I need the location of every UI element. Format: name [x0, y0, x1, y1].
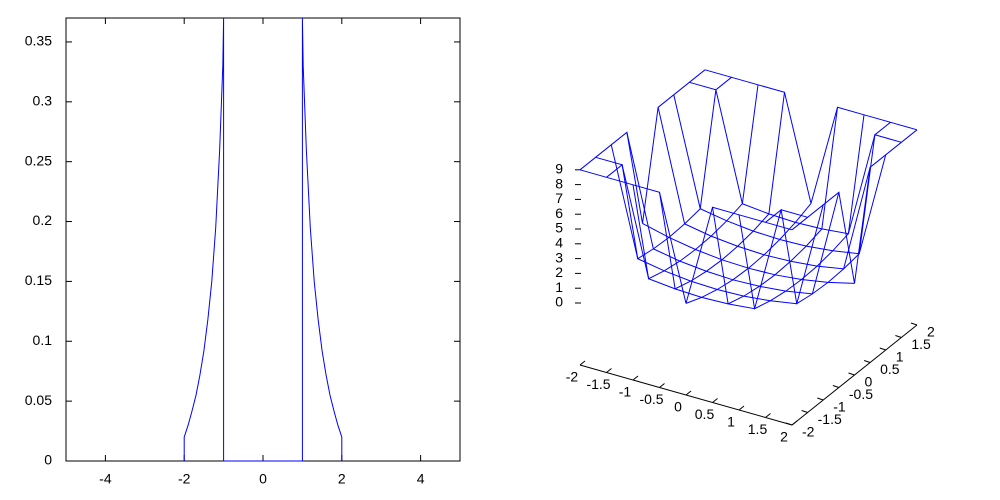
y-tick-label: -2 — [802, 424, 815, 440]
y-tick — [863, 360, 871, 363]
y-tick-label: -1 — [833, 399, 846, 415]
x-tick-label: -2 — [178, 471, 191, 487]
mesh-column — [712, 107, 838, 305]
y-tick-label: 0.3 — [33, 93, 53, 109]
x-tick-label: 1 — [727, 414, 735, 430]
x-tick — [659, 383, 665, 388]
y-tick-label: 0.35 — [25, 33, 52, 49]
y-tick-label: 0.1 — [33, 332, 53, 348]
mesh-column — [659, 92, 785, 290]
x-tick — [712, 398, 718, 403]
x-tick — [606, 368, 612, 373]
y-tick — [832, 385, 840, 388]
y-tick-label: 0.15 — [25, 272, 52, 288]
mesh-column — [738, 114, 865, 310]
z-tick-label: 0 — [555, 294, 563, 310]
y-tick-label: 0.2 — [33, 212, 53, 228]
z-tick-label: 4 — [555, 235, 563, 251]
z-tick-label: 8 — [555, 175, 563, 191]
x-tick-label: -2 — [566, 369, 579, 385]
y-tick — [848, 372, 855, 376]
mesh-column — [791, 129, 918, 284]
y-tick-label: -1.5 — [818, 411, 842, 427]
x-tick-label: 0 — [259, 471, 267, 487]
y-tick-label: 0.05 — [25, 392, 52, 408]
x-tick-label: 2 — [780, 429, 788, 445]
z-tick-label: 3 — [555, 249, 563, 265]
z-tick-label: 6 — [555, 205, 563, 221]
x-tick-label: -0.5 — [639, 391, 663, 407]
y-tick-label: 2 — [927, 324, 935, 340]
x-tick-label: 4 — [417, 471, 425, 487]
x-tick-label: 1.5 — [748, 421, 768, 437]
z-tick-label: 2 — [555, 264, 563, 280]
x-tick — [632, 375, 639, 381]
mesh-column — [579, 69, 706, 224]
x-tick — [765, 413, 771, 418]
mesh-row — [689, 81, 902, 235]
x-tick-label: -1.5 — [586, 376, 610, 392]
y-tick — [801, 410, 808, 413]
y-tick-label: -0.5 — [849, 386, 873, 402]
mesh-column — [685, 203, 812, 304]
mesh-row — [704, 69, 918, 204]
x-tick-label: -1 — [619, 384, 632, 400]
x-tick-label: -4 — [99, 471, 112, 487]
x-tick — [685, 390, 692, 396]
x-tick-label: 2 — [338, 471, 346, 487]
x-tick — [579, 360, 586, 366]
plot-frame — [65, 17, 461, 462]
mesh-column — [632, 84, 759, 280]
x-tick — [791, 420, 798, 426]
mesh-row — [595, 156, 808, 310]
y-tick-label: 1 — [896, 349, 904, 365]
x-tick-label: 0 — [674, 399, 682, 415]
y-tick — [879, 347, 886, 351]
y-tick-label: 0 — [44, 452, 52, 468]
y-tick-label: 0.25 — [25, 152, 52, 168]
y-tick-label: 0.5 — [880, 361, 900, 377]
y-tick — [785, 422, 793, 426]
data-line — [183, 17, 343, 462]
y-tick — [895, 335, 902, 338]
z-tick-label: 1 — [555, 279, 563, 295]
y-tick — [817, 397, 824, 401]
mesh-column — [606, 76, 732, 260]
x-tick — [738, 405, 745, 411]
x-tick-label: 0.5 — [695, 406, 715, 422]
z-tick-label: 9 — [555, 161, 563, 177]
y-tick-label: 0 — [865, 374, 873, 390]
y-tick — [910, 322, 918, 326]
z-tick-label: 5 — [555, 220, 563, 236]
z-tick-label: 7 — [555, 190, 563, 206]
y-tick-label: 1.5 — [911, 336, 931, 352]
